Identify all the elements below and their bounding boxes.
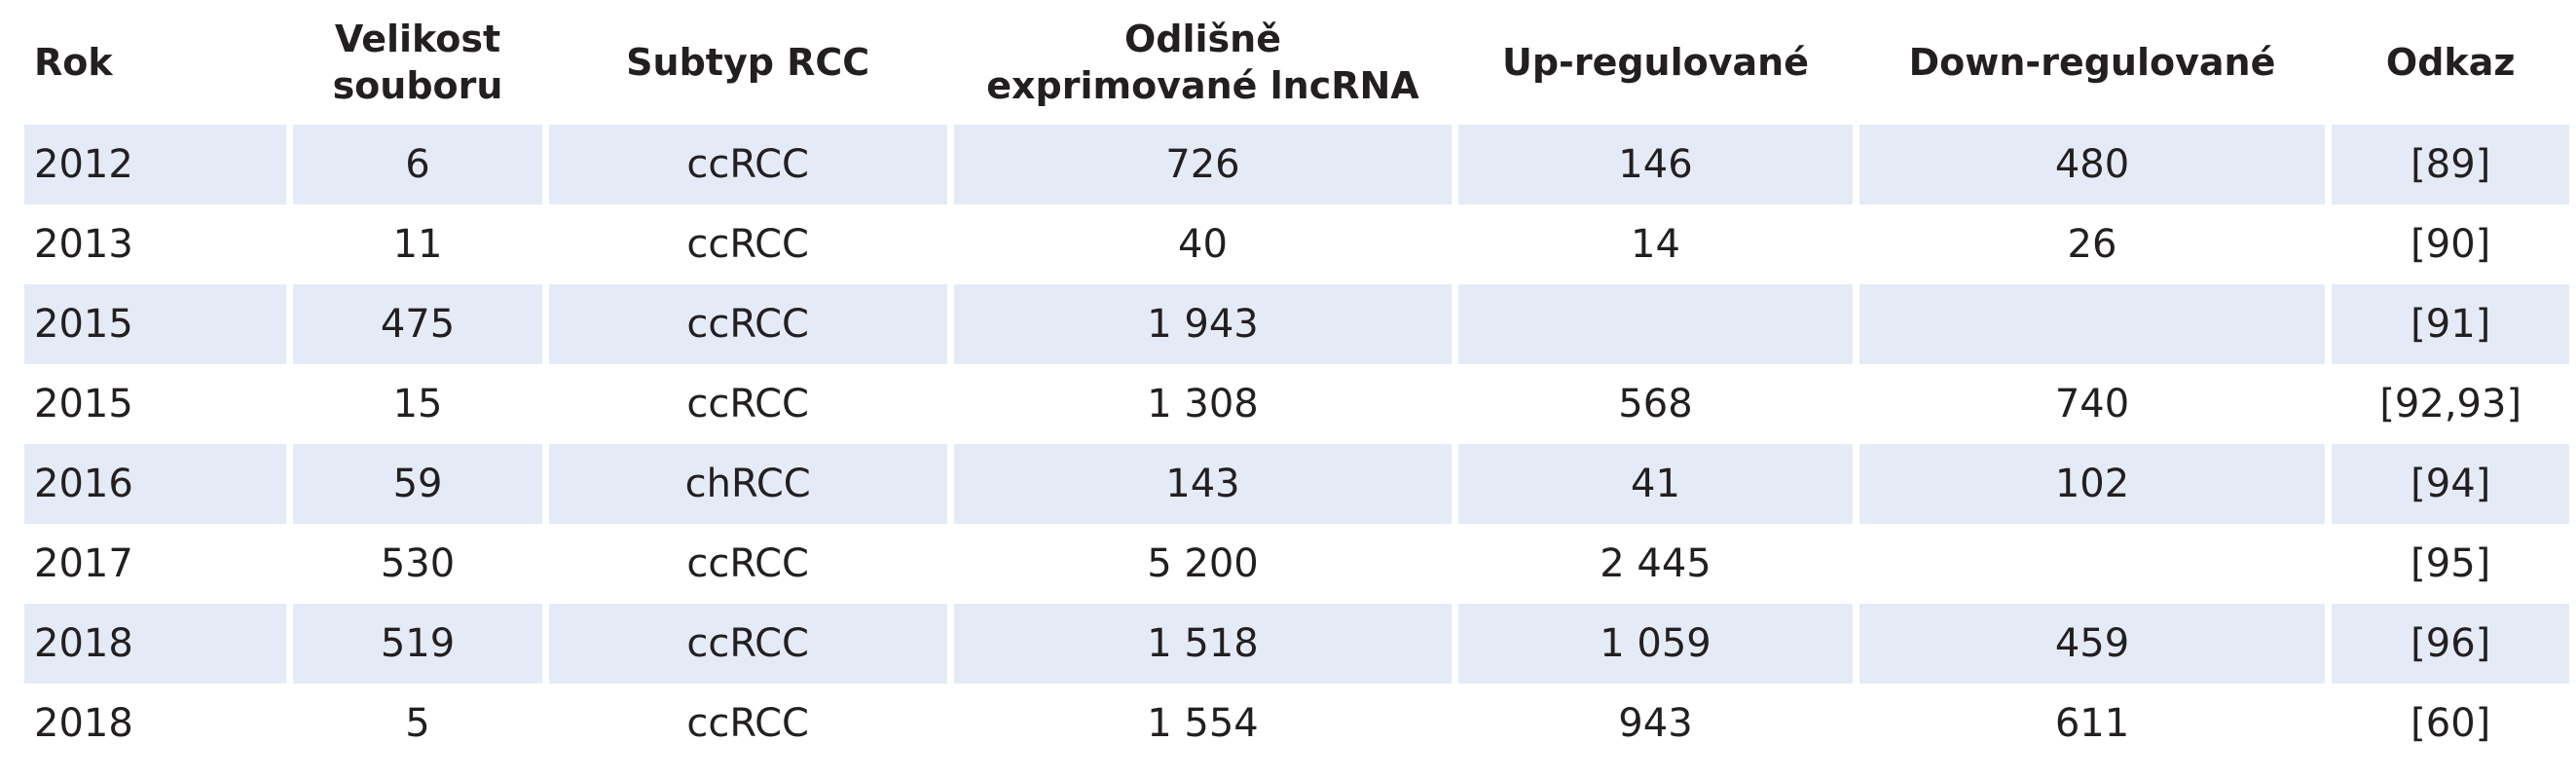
cell-velikost-souboru: 530 (380, 541, 456, 586)
cell-velikost-souboru: 6 (293, 125, 542, 204)
table-row: 2013 11 ccRCC 40 14 26 [90] (24, 204, 2569, 284)
table-row: 2015 15 ccRCC 1 308 568 740 [92,93] (24, 364, 2569, 444)
cell-up-regulovane: 14 (1631, 222, 1680, 267)
cell-odlisne-exprimovane: 1 554 (1147, 701, 1259, 746)
cell-odkaz: [89] (2332, 125, 2569, 204)
cell-velikost-souboru: 5 (405, 701, 430, 746)
cell-down-regulovane (1858, 284, 2326, 364)
cell-down-regulovane: 102 (1858, 444, 2326, 524)
table-row: 2018 519 ccRCC 1 518 1 059 459 [96] (24, 604, 2569, 684)
cell-rok: 2015 (24, 284, 287, 364)
cell-down-regulovane: 480 (1858, 125, 2326, 204)
cell-down-regulovane: 26 (2067, 222, 2117, 267)
cell-velikost-souboru: 59 (293, 444, 542, 524)
cell-up-regulovane: 2 445 (1600, 541, 1711, 586)
cell-odkaz: [94] (2332, 444, 2569, 524)
cell-subtyp-rcc: ccRCC (686, 701, 809, 746)
cell-down-regulovane (1859, 524, 2326, 604)
cell-odlisne-exprimovane: 1 308 (1147, 382, 1259, 427)
cell-rok: 2018 (24, 604, 287, 684)
cell-odkaz: [60] (2410, 701, 2491, 746)
cell-odlisne-exprimovane: 1 943 (953, 284, 1453, 364)
table-row: 2018 5 ccRCC 1 554 943 611 [60] (24, 684, 2569, 763)
cell-rok: 2013 (34, 222, 133, 267)
cell-odkaz: [91] (2332, 284, 2569, 364)
header-up-regulovane: Up-regulované (1502, 41, 1809, 84)
cell-down-regulovane: 740 (2054, 382, 2130, 427)
cell-rok: 2012 (24, 125, 287, 204)
cell-subtyp-rcc: ccRCC (548, 284, 947, 364)
cell-odlisne-exprimovane: 143 (953, 444, 1453, 524)
cell-rok: 2015 (34, 382, 133, 427)
table-row: 2012 6 ccRCC 726 146 480 [89] (24, 125, 2569, 204)
cell-up-regulovane: 146 (1458, 125, 1853, 204)
cell-up-regulovane: 1 059 (1458, 604, 1853, 684)
cell-up-regulovane: 943 (1618, 701, 1693, 746)
cell-velikost-souboru: 475 (293, 284, 542, 364)
cell-velikost-souboru: 15 (392, 382, 443, 427)
cell-subtyp-rcc: ccRCC (686, 382, 809, 427)
header-velikost-souboru: Velikost souboru (332, 18, 503, 107)
table-row: 2015 475 ccRCC 1 943 [91] (24, 284, 2569, 364)
cell-down-regulovane: 459 (1858, 604, 2326, 684)
cell-subtyp-rcc: ccRCC (686, 541, 809, 586)
header-rok: Rok (34, 41, 113, 84)
cell-odkaz: [90] (2410, 222, 2491, 267)
cell-down-regulovane: 611 (2054, 701, 2130, 746)
table-header-row: Rok Velikost souboru Subtyp RCC Odlišně ex… (24, 0, 2569, 125)
cell-subtyp-rcc: ccRCC (686, 222, 809, 267)
cell-subtyp-rcc: chRCC (548, 444, 947, 524)
cell-up-regulovane: 568 (1618, 382, 1693, 427)
cell-odlisne-exprimovane: 5 200 (1147, 541, 1259, 586)
cell-odkaz: [95] (2410, 541, 2491, 586)
cell-odkaz: [96] (2332, 604, 2569, 684)
cell-odlisne-exprimovane: 40 (1178, 222, 1228, 267)
header-odkaz: Odkaz (2385, 41, 2516, 84)
cell-velikost-souboru: 519 (293, 604, 542, 684)
cell-subtyp-rcc: ccRCC (548, 604, 947, 684)
cell-rok: 2017 (34, 541, 133, 586)
cell-up-regulovane: 41 (1458, 444, 1853, 524)
header-subtyp-rcc: Subtyp RCC (626, 41, 870, 84)
cell-rok: 2018 (34, 701, 133, 746)
table-row: 2017 530 ccRCC 5 200 2 445 [95] (24, 524, 2569, 604)
table-row: 2016 59 chRCC 143 41 102 [94] (24, 444, 2569, 524)
header-down-regulovane: Down-regulované (1908, 41, 2276, 84)
cell-odkaz: [92,93] (2379, 382, 2522, 427)
cell-subtyp-rcc: ccRCC (548, 125, 947, 204)
cell-odlisne-exprimovane: 1 518 (953, 604, 1453, 684)
header-odlisne-exprimovane: Odlišně exprimované lncRNA (986, 18, 1419, 107)
cell-velikost-souboru: 11 (392, 222, 443, 267)
cell-odlisne-exprimovane: 726 (953, 125, 1453, 204)
cell-rok: 2016 (24, 444, 287, 524)
cell-up-regulovane (1458, 284, 1853, 364)
lncrna-table: Rok Velikost souboru Subtyp RCC Odlišně ex… (18, 0, 2576, 763)
